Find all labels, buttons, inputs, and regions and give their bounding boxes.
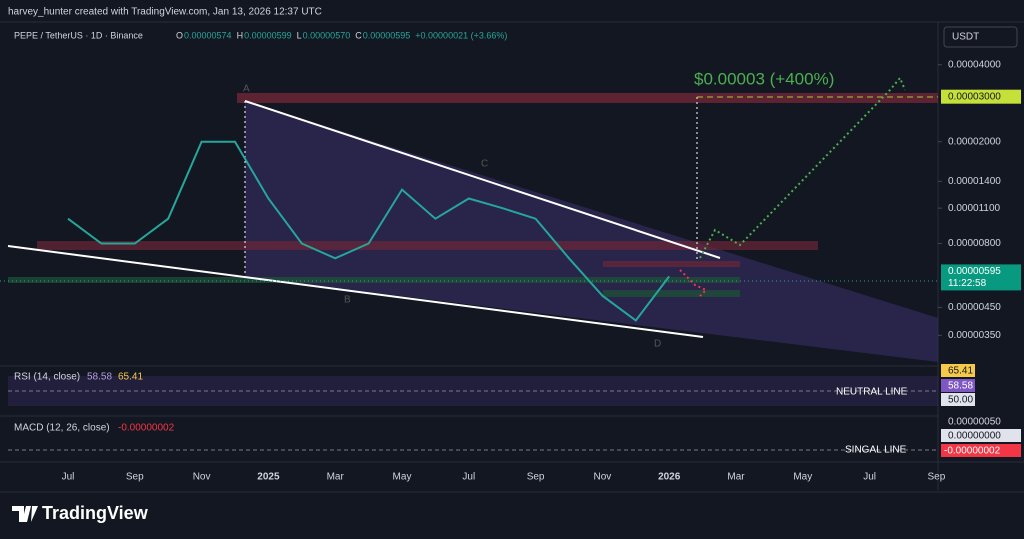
x-tick-label: Nov	[193, 472, 211, 483]
x-tick-label: 2025	[257, 472, 280, 483]
rsi-tag-label: 58.58	[948, 381, 973, 392]
ohlc-key: L	[297, 30, 302, 40]
x-tick-label: 2026	[658, 472, 681, 483]
y-tick-label: 0.00000450	[948, 302, 1001, 313]
pullback-path	[679, 269, 708, 297]
footer-logo: TradingView	[42, 503, 149, 523]
macd-tag	[941, 429, 1021, 442]
y-tick-label: 0.00000800	[948, 238, 1001, 249]
x-tick-label: Jul	[863, 472, 876, 483]
currency-button[interactable]	[943, 26, 1018, 48]
resistance-zone	[603, 261, 740, 267]
y-tick-label: 0.00001100	[948, 203, 1001, 214]
target-zone	[237, 93, 938, 103]
ohlc-value: 0.00000595	[363, 30, 411, 40]
countdown: 11:22:58	[948, 278, 987, 289]
x-tick-label: Sep	[527, 472, 545, 483]
macd-legend: MACD (12, 26, close)	[14, 423, 110, 434]
price-line	[67, 140, 670, 322]
rsi-tag	[941, 364, 975, 377]
y-tick-label: 0.00000350	[948, 330, 1001, 341]
neutral-line-label: NEUTRAL LINE	[836, 387, 908, 398]
x-tick-label: Sep	[928, 472, 946, 483]
x-tick-label: Mar	[727, 472, 745, 483]
point-label: A	[243, 84, 250, 95]
support-zone	[8, 277, 740, 283]
support-zone	[603, 290, 740, 297]
projection-path	[699, 76, 906, 259]
x-tick-label: Jul	[462, 472, 475, 483]
x-tick-label: Jul	[62, 472, 75, 483]
macd-tag	[941, 444, 1021, 457]
macd-tag-label: 0.00000050	[948, 417, 1001, 428]
y-tick-label: 0.00004000	[948, 59, 1001, 70]
target-price-label: 0.00003000	[948, 91, 1001, 102]
last-price-tag	[941, 264, 1021, 291]
y-tick-label: 0.00001400	[948, 176, 1001, 187]
ohlc-key: O	[176, 30, 183, 40]
ohlc-value: 0.00000599	[244, 30, 292, 40]
ohlc-key: C	[355, 30, 362, 40]
macd-tag-label: -0.00000002	[944, 446, 1001, 457]
rsi-value: 58.58	[87, 372, 112, 383]
target-annotation: $0.00003 (+400%)	[694, 69, 834, 88]
header-text: harvey_hunter created with TradingView.c…	[8, 7, 322, 18]
lower-trendline	[7, 245, 704, 338]
ohlc-value: 0.00000570	[303, 30, 351, 40]
x-tick-label: Nov	[594, 472, 612, 483]
rsi-tag	[941, 393, 975, 406]
x-tick-label: Sep	[126, 472, 144, 483]
x-tick-label: May	[393, 472, 412, 483]
rsi-tag-label: 50.00	[948, 395, 973, 406]
signal-line-label: SINGAL LINE	[845, 445, 907, 456]
ohlc-value: 0.00000574	[184, 30, 232, 40]
rsi-legend: RSI (14, close)	[14, 372, 80, 383]
x-tick-label: May	[793, 472, 812, 483]
macd-value: -0.00000002	[118, 423, 175, 434]
y-tick-label: 0.00002000	[948, 136, 1001, 147]
last-price-label: 0.00000595	[948, 266, 1001, 277]
target-price-tag	[941, 89, 1021, 104]
ohlc-key: H	[237, 30, 244, 40]
currency-button-label[interactable]: USDT	[952, 32, 979, 43]
symbol: PEPE / TetherUS · 1D · Binance	[14, 30, 143, 40]
point-label: D	[654, 339, 661, 350]
rsi-tag-label: 65.41	[948, 366, 973, 377]
x-tick-label: Mar	[327, 472, 345, 483]
upper-trendline	[244, 100, 721, 259]
rsi-ma: 65.41	[118, 372, 143, 383]
rsi-tag	[941, 379, 975, 392]
wedge-fill	[245, 101, 938, 362]
point-label: C	[481, 159, 488, 170]
logo-icon	[12, 506, 38, 522]
resistance-zone	[37, 241, 818, 250]
point-label: B	[344, 295, 351, 306]
change: +0.00000021 (+3.66%)	[415, 30, 507, 40]
macd-tag-label: 0.00000000	[948, 431, 1001, 442]
